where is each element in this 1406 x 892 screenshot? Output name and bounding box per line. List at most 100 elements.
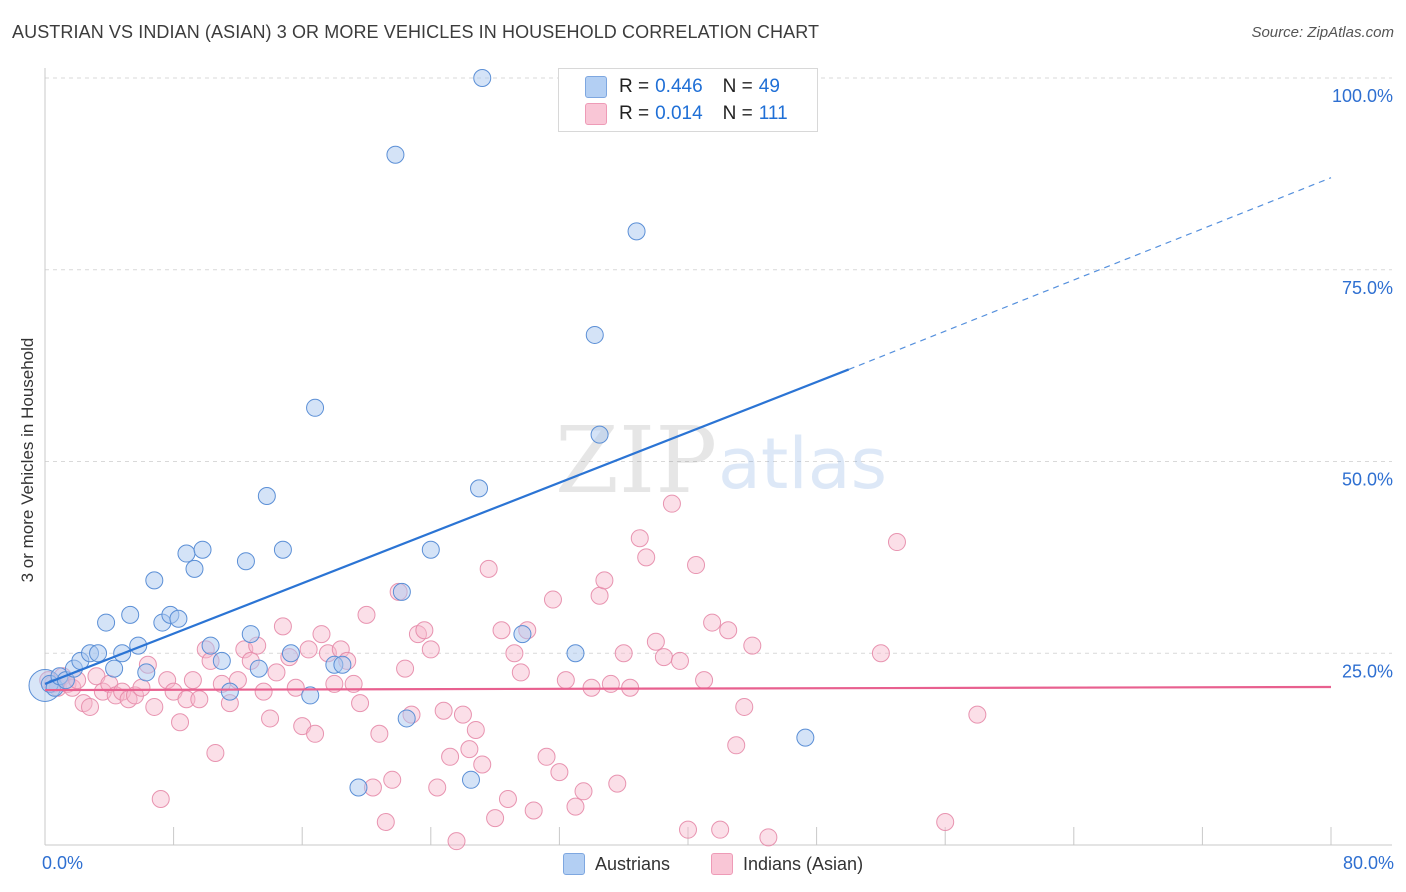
indians-point bbox=[601, 674, 620, 693]
indians-point bbox=[460, 740, 479, 759]
indians-point bbox=[498, 789, 517, 808]
indians-point bbox=[630, 529, 649, 548]
austrians-point bbox=[89, 644, 108, 663]
austrians-point bbox=[421, 540, 440, 559]
indians-point bbox=[654, 648, 673, 667]
indians-point bbox=[453, 705, 472, 724]
austrians-r-label: R = bbox=[619, 76, 650, 97]
indians-point bbox=[679, 820, 697, 839]
axes bbox=[44, 68, 1392, 846]
indians-point bbox=[735, 697, 754, 716]
indians-n-value: 111 bbox=[758, 103, 788, 124]
bottom-austrians-label: Austrians bbox=[595, 853, 671, 874]
indians-point bbox=[183, 671, 202, 690]
legend-row-indians: R = 0.014 N = 111 bbox=[585, 102, 788, 126]
indians-point bbox=[637, 548, 656, 567]
austrians-point bbox=[306, 398, 325, 417]
austrians-point bbox=[392, 582, 411, 601]
legend-row-austrians: R = 0.446 N = 49 bbox=[585, 75, 780, 99]
austrians-point bbox=[397, 709, 416, 728]
austrians-n-value: 49 bbox=[758, 76, 780, 97]
indians-point bbox=[968, 705, 987, 724]
y-tick-label: 25.0% bbox=[1342, 661, 1393, 681]
indians-point bbox=[261, 709, 280, 728]
austrians-point bbox=[121, 605, 140, 624]
indians-point bbox=[325, 674, 344, 693]
indians-point bbox=[473, 755, 492, 774]
indians-point bbox=[312, 625, 331, 644]
indians-point bbox=[505, 644, 524, 663]
indians-point bbox=[299, 640, 318, 659]
indians-point bbox=[351, 694, 370, 713]
indians-point bbox=[887, 533, 906, 552]
indians-point bbox=[543, 590, 562, 609]
austrians-point bbox=[566, 644, 585, 663]
indians-point bbox=[306, 724, 325, 743]
indians-point bbox=[574, 782, 593, 801]
indians-point bbox=[556, 671, 575, 690]
indians-point bbox=[286, 678, 305, 697]
indians-point bbox=[537, 747, 556, 766]
austrians-point bbox=[220, 682, 239, 701]
austrians-trend-line bbox=[44, 368, 850, 685]
indians-point bbox=[206, 743, 225, 762]
indians-point bbox=[132, 678, 151, 697]
indians-point bbox=[421, 640, 440, 659]
austrians-point bbox=[273, 540, 292, 559]
indians-point bbox=[614, 644, 633, 663]
watermark: ZIP atlas bbox=[555, 407, 887, 514]
watermark-zip: ZIP bbox=[555, 407, 717, 514]
indians-point bbox=[646, 632, 665, 651]
austrians-point bbox=[796, 728, 815, 747]
indians-point bbox=[383, 770, 402, 789]
indians-point bbox=[662, 494, 681, 513]
indians-point bbox=[267, 663, 286, 682]
indians-point bbox=[687, 556, 706, 575]
austrians-point bbox=[145, 571, 164, 590]
indians-point bbox=[711, 820, 730, 839]
austrians-point bbox=[473, 69, 492, 87]
indians-point bbox=[727, 736, 746, 755]
indians-point bbox=[670, 651, 689, 670]
indians-point bbox=[151, 789, 170, 808]
indians-point bbox=[524, 801, 543, 820]
y-tick-label: 50.0% bbox=[1342, 470, 1393, 490]
austrians-point bbox=[349, 778, 368, 797]
austrians-point bbox=[386, 145, 405, 164]
austrians-point bbox=[249, 659, 268, 678]
austrians-point bbox=[241, 625, 260, 644]
austrians-point bbox=[470, 479, 489, 498]
correlation-legend: R = 0.446 N = 49 R = 0.014 N = 111 bbox=[558, 68, 818, 132]
indians-point bbox=[126, 686, 145, 705]
indians-point bbox=[590, 586, 609, 605]
austrians-n-label: N = bbox=[722, 76, 753, 97]
indians-point bbox=[171, 713, 190, 732]
indians-point bbox=[550, 763, 569, 782]
indians-point bbox=[608, 774, 627, 793]
indians-point bbox=[936, 812, 955, 831]
indians-swatch bbox=[585, 103, 607, 125]
indians-point bbox=[434, 701, 453, 720]
indians-point bbox=[566, 797, 585, 816]
indians-r-value: 0.014 bbox=[655, 103, 703, 124]
austrians-point bbox=[97, 613, 116, 632]
austrians-point bbox=[281, 644, 300, 663]
bottom-indians-swatch bbox=[711, 853, 733, 875]
indians-point bbox=[145, 697, 164, 716]
austrians-r-value: 0.446 bbox=[655, 76, 703, 97]
austrians-point bbox=[177, 544, 196, 563]
indians-point bbox=[357, 605, 376, 624]
austrians-point bbox=[201, 636, 220, 655]
indians-point bbox=[447, 832, 466, 851]
indians-point bbox=[254, 682, 273, 701]
austrians-point bbox=[333, 655, 352, 674]
bottom-legend-indians: Indians (Asian) bbox=[711, 852, 863, 876]
austrians-point bbox=[513, 625, 532, 644]
watermark-atlas: atlas bbox=[718, 423, 887, 505]
austrians-point bbox=[461, 770, 480, 789]
indians-point bbox=[743, 636, 762, 655]
austrians-point bbox=[212, 651, 231, 670]
indians-point bbox=[370, 724, 389, 743]
indians-point bbox=[441, 747, 460, 766]
